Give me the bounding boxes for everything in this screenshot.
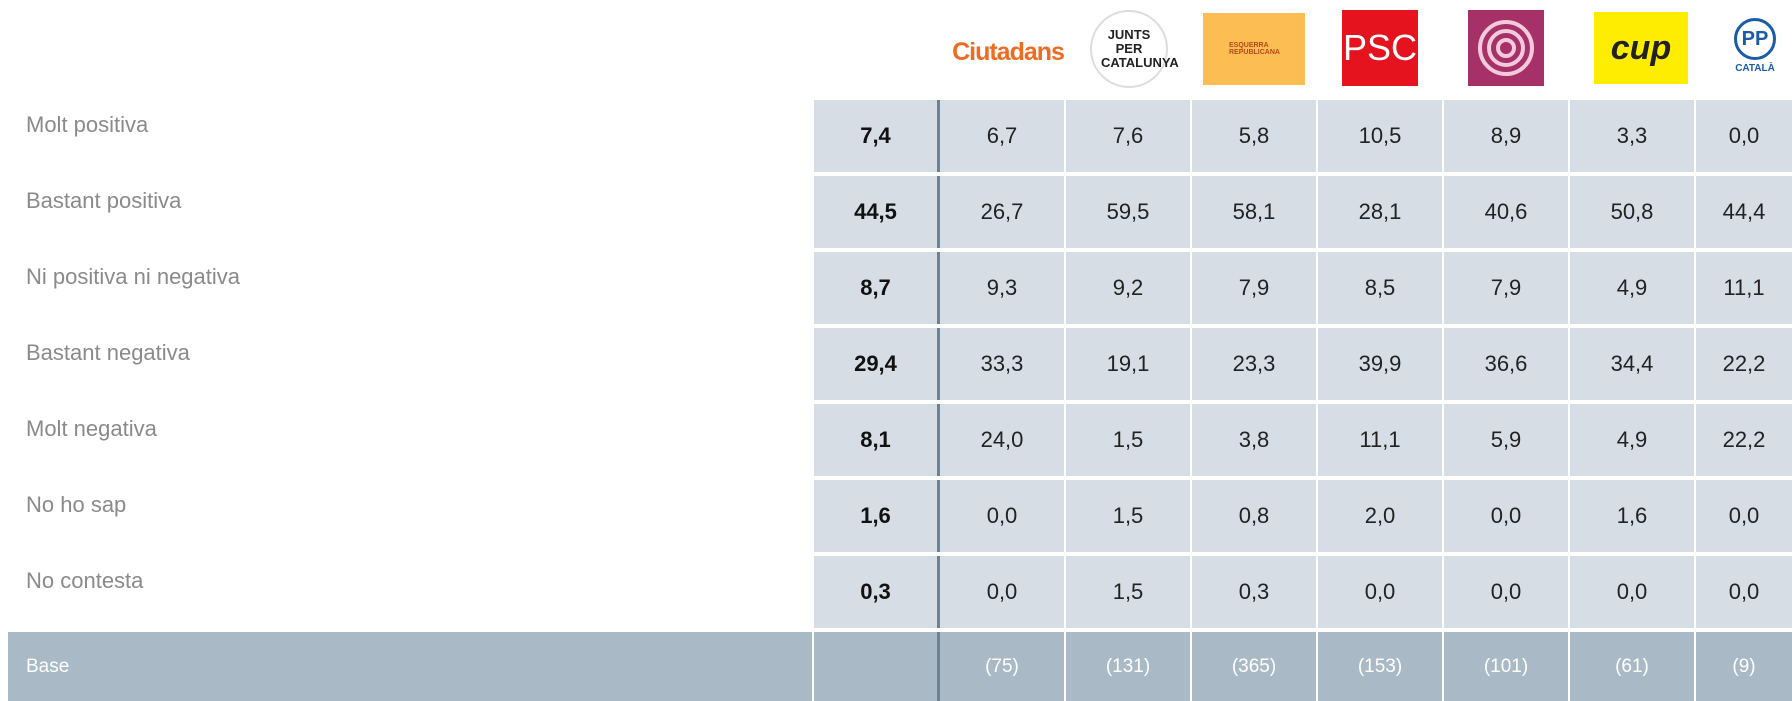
base-total: [814, 632, 940, 701]
row-label: Molt positiva: [26, 112, 149, 137]
cell: 19,1: [1066, 328, 1190, 400]
logo-pp: PP CATALÀ: [1730, 18, 1780, 88]
cell: 9,3: [940, 252, 1064, 324]
logo-junts: JUNTS PER CATALUNYA: [1090, 10, 1179, 88]
base-cell: (75): [940, 632, 1064, 701]
cell: 11,1: [1696, 252, 1792, 324]
cell: 22,2: [1696, 328, 1792, 400]
logo-text: JUNTS PER CATALUNYA: [1101, 27, 1179, 70]
total-cell: 0,3: [814, 556, 940, 628]
cell: 4,9: [1570, 404, 1694, 476]
logo-erc: ESQUERRA REPUBLICANA: [1203, 13, 1305, 85]
logo-text: cup: [1610, 28, 1672, 67]
cell: 28,1: [1318, 176, 1442, 248]
cell: 23,3: [1192, 328, 1316, 400]
logo-cup: cup: [1594, 12, 1688, 84]
logo-text: PP: [1734, 18, 1776, 60]
cell: 36,6: [1444, 328, 1568, 400]
total-cell: 8,7: [814, 252, 940, 324]
logo-text: Ciutadans: [952, 37, 1065, 66]
cell: 9,2: [1066, 252, 1190, 324]
cell: 8,5: [1318, 252, 1442, 324]
cell: 59,5: [1066, 176, 1190, 248]
base-cell: (101): [1444, 632, 1568, 701]
cell: 24,0: [940, 404, 1064, 476]
row-label: Molt negativa: [26, 416, 157, 441]
row-label: No ho sap: [26, 492, 127, 517]
cell: 3,8: [1192, 404, 1316, 476]
base-cell: (61): [1570, 632, 1694, 701]
cell: 0,8: [1192, 480, 1316, 552]
logo-text: PSC: [1342, 27, 1418, 68]
cell: 0,0: [1696, 100, 1792, 172]
logo-psc: PSC: [1342, 10, 1418, 86]
cell: 3,3: [1570, 100, 1694, 172]
cell: 0,0: [940, 480, 1064, 552]
cell: 1,6: [1570, 480, 1694, 552]
row-label: Bastant negativa: [26, 340, 190, 365]
cell: 10,5: [1318, 100, 1442, 172]
total-cell: 1,6: [814, 480, 940, 552]
cell: 5,9: [1444, 404, 1568, 476]
cell: 33,3: [940, 328, 1064, 400]
cell: 1,5: [1066, 404, 1190, 476]
cell: 0,0: [1318, 556, 1442, 628]
base-cell: (365): [1192, 632, 1316, 701]
logo-comuns: [1468, 10, 1544, 86]
cell: 34,4: [1570, 328, 1694, 400]
logo-text: ESQUERRA REPUBLICANA: [1229, 42, 1280, 56]
cell: 58,1: [1192, 176, 1316, 248]
cell: 22,2: [1696, 404, 1792, 476]
cell: 0,0: [1444, 556, 1568, 628]
cell: 39,9: [1318, 328, 1442, 400]
cell: 5,8: [1192, 100, 1316, 172]
cell: 50,8: [1570, 176, 1694, 248]
row-label: Ni positiva ni negativa: [26, 264, 241, 289]
logo-text: CATALÀ: [1735, 63, 1775, 74]
total-cell: 7,4: [814, 100, 940, 172]
cell: 0,0: [1444, 480, 1568, 552]
total-cell: 44,5: [814, 176, 940, 248]
cell: 6,7: [940, 100, 1064, 172]
cell: 7,9: [1192, 252, 1316, 324]
cell: 8,9: [1444, 100, 1568, 172]
cell: 0,0: [1696, 480, 1792, 552]
row-label: Bastant positiva: [26, 188, 182, 213]
cell: 26,7: [940, 176, 1064, 248]
total-cell: 8,1: [814, 404, 940, 476]
cell: 4,9: [1570, 252, 1694, 324]
base-row: [8, 632, 812, 701]
cell: 0,0: [1570, 556, 1694, 628]
cell: 0,0: [940, 556, 1064, 628]
cell: 2,0: [1318, 480, 1442, 552]
cell: 0,0: [1696, 556, 1792, 628]
cell: 0,3: [1192, 556, 1316, 628]
cell: 44,4: [1696, 176, 1792, 248]
cell: 1,5: [1066, 480, 1190, 552]
cell: 11,1: [1318, 404, 1442, 476]
base-cell: (9): [1696, 632, 1792, 701]
base-label: Base: [26, 656, 70, 678]
base-cell: (131): [1066, 632, 1190, 701]
cell: 7,9: [1444, 252, 1568, 324]
row-label: No contesta: [26, 568, 144, 593]
cell: 1,5: [1066, 556, 1190, 628]
total-cell: 29,4: [814, 328, 940, 400]
cell: 40,6: [1444, 176, 1568, 248]
cell: 7,6: [1066, 100, 1190, 172]
base-cell: (153): [1318, 632, 1442, 701]
logo-ciutadans: Ciutadans: [948, 28, 1068, 76]
